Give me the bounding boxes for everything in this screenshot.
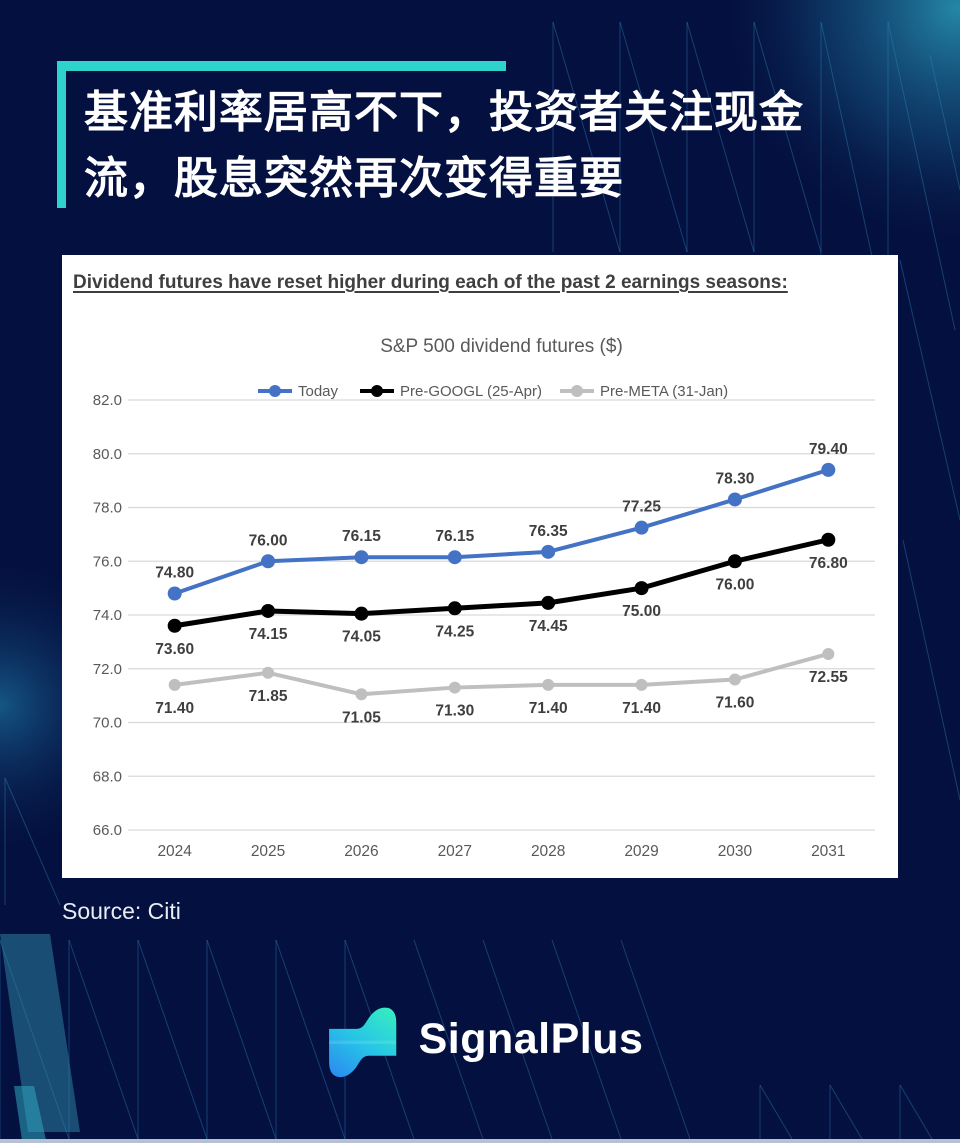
data-point	[634, 520, 649, 535]
data-label: 76.15	[342, 528, 381, 545]
data-label: 79.40	[809, 441, 848, 458]
data-point	[727, 554, 742, 569]
title-accent-bar-left	[57, 61, 66, 208]
y-tick-label: 66.0	[93, 822, 122, 839]
data-point	[822, 647, 835, 660]
x-tick-label: 2025	[251, 843, 285, 860]
teal-band	[0, 934, 80, 1132]
legend-marker	[571, 385, 583, 397]
x-tick-label: 2026	[344, 843, 378, 860]
y-tick-label: 76.0	[93, 553, 122, 570]
x-tick-label: 2031	[811, 843, 845, 860]
data-label: 74.25	[435, 623, 474, 640]
data-point	[634, 581, 649, 596]
x-tick-label: 2029	[624, 843, 658, 860]
data-label: 77.25	[622, 499, 661, 516]
data-point	[727, 492, 742, 507]
y-tick-label: 82.0	[93, 392, 122, 409]
data-label: 74.15	[249, 626, 288, 643]
series-line-Pre-META (31-Jan)	[174, 652, 829, 697]
data-point	[261, 554, 276, 569]
data-label: 78.30	[716, 470, 755, 487]
y-tick-label: 70.0	[93, 715, 122, 732]
data-point	[354, 550, 369, 565]
data-label: 73.60	[155, 641, 194, 658]
y-tick-label: 68.0	[93, 768, 122, 785]
data-point	[262, 666, 275, 679]
data-label: 74.80	[155, 565, 194, 582]
data-point	[728, 673, 741, 686]
data-point	[542, 678, 555, 691]
data-label: 71.30	[435, 703, 474, 720]
data-label: 76.15	[435, 528, 474, 545]
page-title-line-1: 基准利率居高不下，投资者关注现金	[84, 88, 804, 137]
data-label: 71.40	[529, 700, 568, 717]
data-label: 76.35	[529, 523, 568, 540]
data-point	[167, 586, 182, 601]
data-point	[635, 678, 648, 691]
sail-lines	[0, 21, 960, 1140]
data-label: 71.40	[622, 700, 661, 717]
legend-label: Today	[298, 383, 339, 400]
brand-logo: SignalPlus	[0, 993, 960, 1085]
chart-heading: Dividend futures have reset higher durin…	[73, 272, 788, 293]
data-label: 76.00	[716, 576, 755, 593]
data-label: 75.00	[622, 603, 661, 620]
legend-marker	[269, 385, 281, 397]
data-point	[447, 601, 462, 616]
data-point	[541, 544, 556, 559]
data-label: 71.60	[716, 695, 755, 712]
data-label: 74.05	[342, 629, 381, 646]
data-point	[168, 678, 181, 691]
data-point	[541, 595, 556, 610]
legend-label: Pre-GOOGL (25-Apr)	[400, 383, 542, 400]
y-tick-label: 74.0	[93, 607, 122, 624]
source-note: Source: Citi	[62, 898, 181, 924]
data-point	[167, 618, 182, 633]
line-chart: S&P 500 dividend futures ($) 82.0 80.0 78.0…	[62, 295, 898, 870]
data-point	[447, 550, 462, 565]
brand-name: SignalPlus	[418, 1014, 644, 1063]
data-point	[261, 603, 276, 618]
y-tick-label: 78.0	[93, 500, 122, 517]
page-title-line-2: 流，股息突然再次变得重要	[84, 154, 624, 203]
series-line-Pre-GOOGL (25-Apr)	[174, 537, 829, 629]
data-point	[821, 532, 836, 547]
data-label: 71.85	[249, 688, 288, 705]
x-tick-label: 2028	[531, 843, 565, 860]
data-point	[354, 606, 369, 621]
y-tick-label: 80.0	[93, 446, 122, 463]
title-accent-bar-top	[57, 61, 506, 71]
chart-title: S&P 500 dividend futures ($)	[380, 336, 623, 357]
x-tick-label: 2024	[157, 843, 192, 860]
x-tick-label: 2030	[718, 843, 753, 860]
legend-marker	[371, 385, 383, 397]
chart-canvas: S&P 500 dividend futures ($) 82.0 80.0 78.0…	[93, 336, 875, 860]
data-label: 71.05	[342, 709, 381, 726]
data-label: 72.55	[809, 669, 848, 686]
series-line-Today	[174, 467, 829, 596]
signalplus-logo-icon	[328, 1007, 396, 1078]
data-label: 76.00	[249, 532, 288, 549]
data-label: 74.45	[529, 618, 568, 635]
data-label: 76.80	[809, 555, 848, 572]
x-tick-label: 2027	[438, 843, 472, 860]
data-point	[448, 681, 461, 694]
chart-card: Dividend futures have reset higher durin…	[62, 255, 898, 878]
page-title: 基准利率居高不下，投资者关注现金 流，股息突然再次变得重要	[84, 80, 884, 212]
data-point	[355, 688, 368, 701]
y-tick-label: 72.0	[93, 661, 122, 678]
data-point	[821, 462, 836, 477]
legend-label: Pre-META (31-Jan)	[600, 383, 728, 400]
bottom-edge-strip	[0, 1139, 960, 1143]
data-label: 71.40	[155, 700, 194, 717]
